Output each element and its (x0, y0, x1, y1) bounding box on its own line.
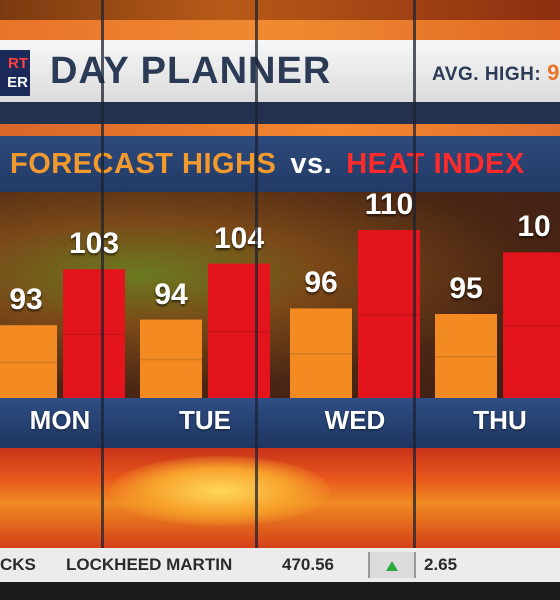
page-title: DAY PLANNER (50, 50, 332, 92)
header-accent (0, 124, 560, 136)
column-divider (413, 0, 416, 548)
ticker-fragment: CKS (0, 555, 36, 574)
bar-shade-line (63, 333, 125, 336)
heat-index-bar-mon (63, 269, 125, 398)
forecast-value-mon: 93 (9, 283, 43, 317)
header-bottom-band (0, 102, 560, 124)
up-triangle-icon (386, 561, 398, 571)
heat-index-value-thu: 10 (517, 210, 551, 244)
day-label-wed: WED (324, 405, 386, 435)
ticker-bottom-strip (0, 582, 560, 600)
top-strip (0, 0, 560, 20)
chart-subtitle: FORECAST HIGHS vs. HEAT INDEX (10, 148, 525, 181)
day-label-thu: THU (473, 405, 527, 435)
avg-high-value: 9 (547, 60, 560, 85)
heat-index-bar-wed (358, 230, 420, 398)
heat-index-bar-thu (503, 252, 560, 398)
avg-high: AVG. HIGH: 9 (432, 60, 560, 86)
avg-high-label: AVG. HIGH: (432, 64, 542, 85)
forecast-value-thu: 95 (449, 272, 483, 305)
column-divider (255, 0, 258, 548)
station-logo: RT ER (0, 50, 30, 96)
forecast-value-tue: 94 (154, 277, 188, 311)
subtitle-vs: vs. (290, 148, 333, 180)
heat-index-value-tue: 104 (213, 221, 265, 255)
bar-shade-line (140, 358, 202, 361)
stock-ticker: CKS LOCKHEED MARTIN 470.56 2.65 (0, 548, 560, 582)
bar-shade-line (358, 314, 420, 316)
column-divider (101, 0, 104, 548)
ticker-company: LOCKHEED MARTIN (66, 555, 233, 574)
forecast-bar-mon (0, 325, 57, 398)
heat-index-value-wed: 110 (364, 188, 414, 221)
subtitle-forecast: FORECAST HIGHS (10, 148, 277, 180)
forecast-bar-tue (140, 319, 202, 398)
bar-shade-line (0, 361, 57, 364)
day-label-mon: MON (29, 405, 91, 435)
bar-shade-line (290, 353, 352, 355)
orange-band (0, 20, 560, 40)
forecast-bar-thu (435, 314, 497, 398)
ticker-arrow-box (368, 552, 416, 578)
day-band (0, 398, 560, 448)
background-fire-graphic (0, 448, 560, 548)
day-label-tue: TUE (179, 405, 231, 435)
logo-line-2: ER (7, 74, 28, 91)
heat-index-bar-tue (208, 263, 270, 398)
ticker-change: 2.65 (424, 555, 458, 574)
header (0, 40, 560, 102)
forecast-bar-wed (290, 308, 352, 398)
bar-shade-line (503, 325, 560, 327)
subtitle-bar (0, 136, 560, 192)
logo-line-1: RT (8, 55, 28, 72)
bar-shade-line (208, 330, 270, 333)
heat-index-value-mon: 103 (68, 227, 120, 261)
ticker-price: 470.56 (282, 555, 334, 574)
bar-shade-line (435, 356, 497, 358)
subtitle-heat-index: HEAT INDEX (346, 148, 525, 180)
forecast-value-wed: 96 (304, 266, 338, 300)
